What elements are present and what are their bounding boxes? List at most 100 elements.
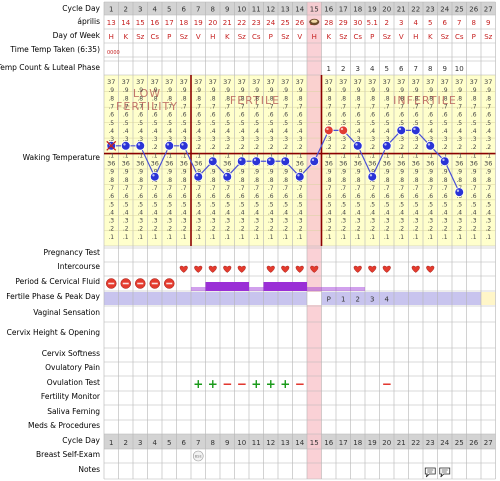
weekday-cell: P (370, 33, 374, 41)
temp-scale-cell: .4 (427, 209, 433, 216)
temp-scale-cell: 37 (194, 78, 202, 86)
temp-scale-cell: .1 (210, 234, 216, 241)
cycle-day-footer-cell: 25 (455, 439, 464, 447)
temp-scale-cell: .8 (485, 177, 491, 184)
temp-scale-cell: .9 (108, 169, 114, 176)
temp-scale-cell: .1 (384, 152, 390, 159)
temp-scale-cell: .9 (326, 87, 332, 94)
intercourse-heart (281, 265, 290, 273)
temp-scale-cell: .6 (471, 112, 477, 119)
temp-scale-cell: .9 (427, 169, 433, 176)
temp-scale-cell: .3 (210, 218, 216, 225)
cycle-day-cell: 8 (211, 6, 215, 14)
temp-scale-cell: .6 (152, 193, 158, 200)
cycle-day-footer-cell: 26 (469, 439, 478, 447)
temp-scale-cell: .7 (253, 103, 259, 110)
temperature-series (106, 125, 465, 197)
cycle-day-footer-cell: 23 (426, 439, 435, 447)
temp-scale-cell: .7 (369, 103, 375, 110)
temp-scale-cell: .5 (166, 120, 172, 127)
temp-scale-cell: .8 (253, 95, 259, 102)
cycle-day-cell: 26 (469, 6, 478, 14)
temp-scale-cell: .6 (166, 112, 172, 119)
temp-scale-cell: .3 (427, 136, 433, 143)
weekday-cell: Sz (383, 33, 391, 41)
weekday-cell: Cs (455, 33, 464, 41)
intercourse-heart (295, 265, 304, 273)
temp-scale-cell: .6 (137, 193, 143, 200)
temperature-point (396, 125, 407, 136)
cycle-day-footer-cell: 1 (109, 439, 113, 447)
temp-scale-cell: .8 (485, 95, 491, 102)
temp-scale-cell: .6 (340, 193, 346, 200)
weekday-cell: V (297, 33, 302, 41)
temp-scale-cell: .7 (369, 185, 375, 192)
cycle-day-footer-cell: 15 (310, 439, 319, 447)
cycle-day-footer-cell: 16 (324, 439, 333, 447)
temp-scale-cell: 37 (484, 78, 492, 86)
excluded-mark (106, 140, 117, 151)
weekday-cell: Cs (353, 33, 362, 41)
temp-scale-cell: 37 (426, 78, 434, 86)
temperature-point (236, 156, 247, 167)
period-mark-stripe (166, 282, 173, 285)
temp-scale-cell: .8 (253, 177, 259, 184)
temp-scale-cell: .8 (456, 177, 462, 184)
temp-scale-cell: 37 (180, 78, 188, 86)
temp-scale-cell: .9 (181, 169, 187, 176)
date-cell: 2 (385, 19, 389, 27)
temp-scale-cell: .4 (297, 209, 303, 216)
temp-scale-cell: .3 (253, 218, 259, 225)
temp-scale-cell: .7 (152, 103, 158, 110)
temp-scale-cell: .2 (152, 144, 158, 151)
temp-scale-cell: .6 (253, 112, 259, 119)
temp-scale-cell: 37 (441, 78, 449, 86)
temp-scale-cell: .1 (340, 234, 346, 241)
cycle-day-cell: 7 (196, 6, 200, 14)
temp-scale-cell: .2 (123, 226, 129, 233)
temp-scale-cell: .1 (413, 234, 419, 241)
temp-scale-cell: .3 (166, 218, 172, 225)
temp-scale-cell: .8 (268, 95, 274, 102)
temp-scale-cell: .3 (224, 218, 230, 225)
note-icon (439, 467, 451, 478)
date-cell: 25 (281, 19, 290, 27)
cycle-day-cell: 4 (153, 6, 158, 14)
temp-scale-cell: .4 (442, 209, 448, 216)
temp-scale-cell: 36 (194, 160, 202, 168)
cervical-fluid-bar (350, 287, 365, 291)
temp-scale-cell: 37 (281, 78, 289, 86)
temp-count-cell: 9 (443, 65, 447, 73)
temp-scale-cell: .9 (398, 169, 404, 176)
temp-scale-cell: .4 (471, 128, 477, 135)
cycle-day-footer-cell: 17 (339, 439, 348, 447)
cycle-day-cell: 23 (426, 6, 435, 14)
row-labels: Cycle Day április Day of Week Time Temp … (0, 4, 101, 474)
temp-scale-cell: .1 (456, 152, 462, 159)
temp-scale-cell: .9 (355, 169, 361, 176)
temperature-point-shine (297, 174, 300, 177)
cervical-fluid-bar (307, 287, 322, 291)
date-cell: 5 (428, 19, 432, 27)
temperature-point-shine (210, 158, 213, 162)
temperature-point-shine (268, 158, 271, 162)
cervical-fluid-bar (191, 287, 206, 291)
temp-scale-cell: .1 (108, 234, 114, 241)
temp-scale-cell: .7 (239, 103, 245, 110)
temperature-point-shine (413, 127, 416, 131)
weekday-cell: P (269, 33, 273, 41)
weekday-cell: P (472, 33, 476, 41)
temp-scale-cell: .7 (355, 103, 361, 110)
intercourse-heart (368, 265, 377, 273)
label-cycle-day-bottom: Cycle Day (62, 436, 100, 445)
temp-scale-cell: .1 (253, 234, 259, 241)
temp-scale-cell: .8 (123, 95, 129, 102)
temp-scale-cell: 36 (339, 160, 347, 168)
temp-scale-cell: .3 (253, 136, 259, 143)
temp-scale-cell: .3 (471, 218, 477, 225)
temp-scale-cell: .5 (485, 201, 491, 208)
date-cell: 13 (107, 19, 116, 27)
temp-scale-cell: .9 (123, 87, 129, 94)
temp-scale-cell: .3 (456, 218, 462, 225)
temp-scale-cell: .6 (123, 112, 129, 119)
